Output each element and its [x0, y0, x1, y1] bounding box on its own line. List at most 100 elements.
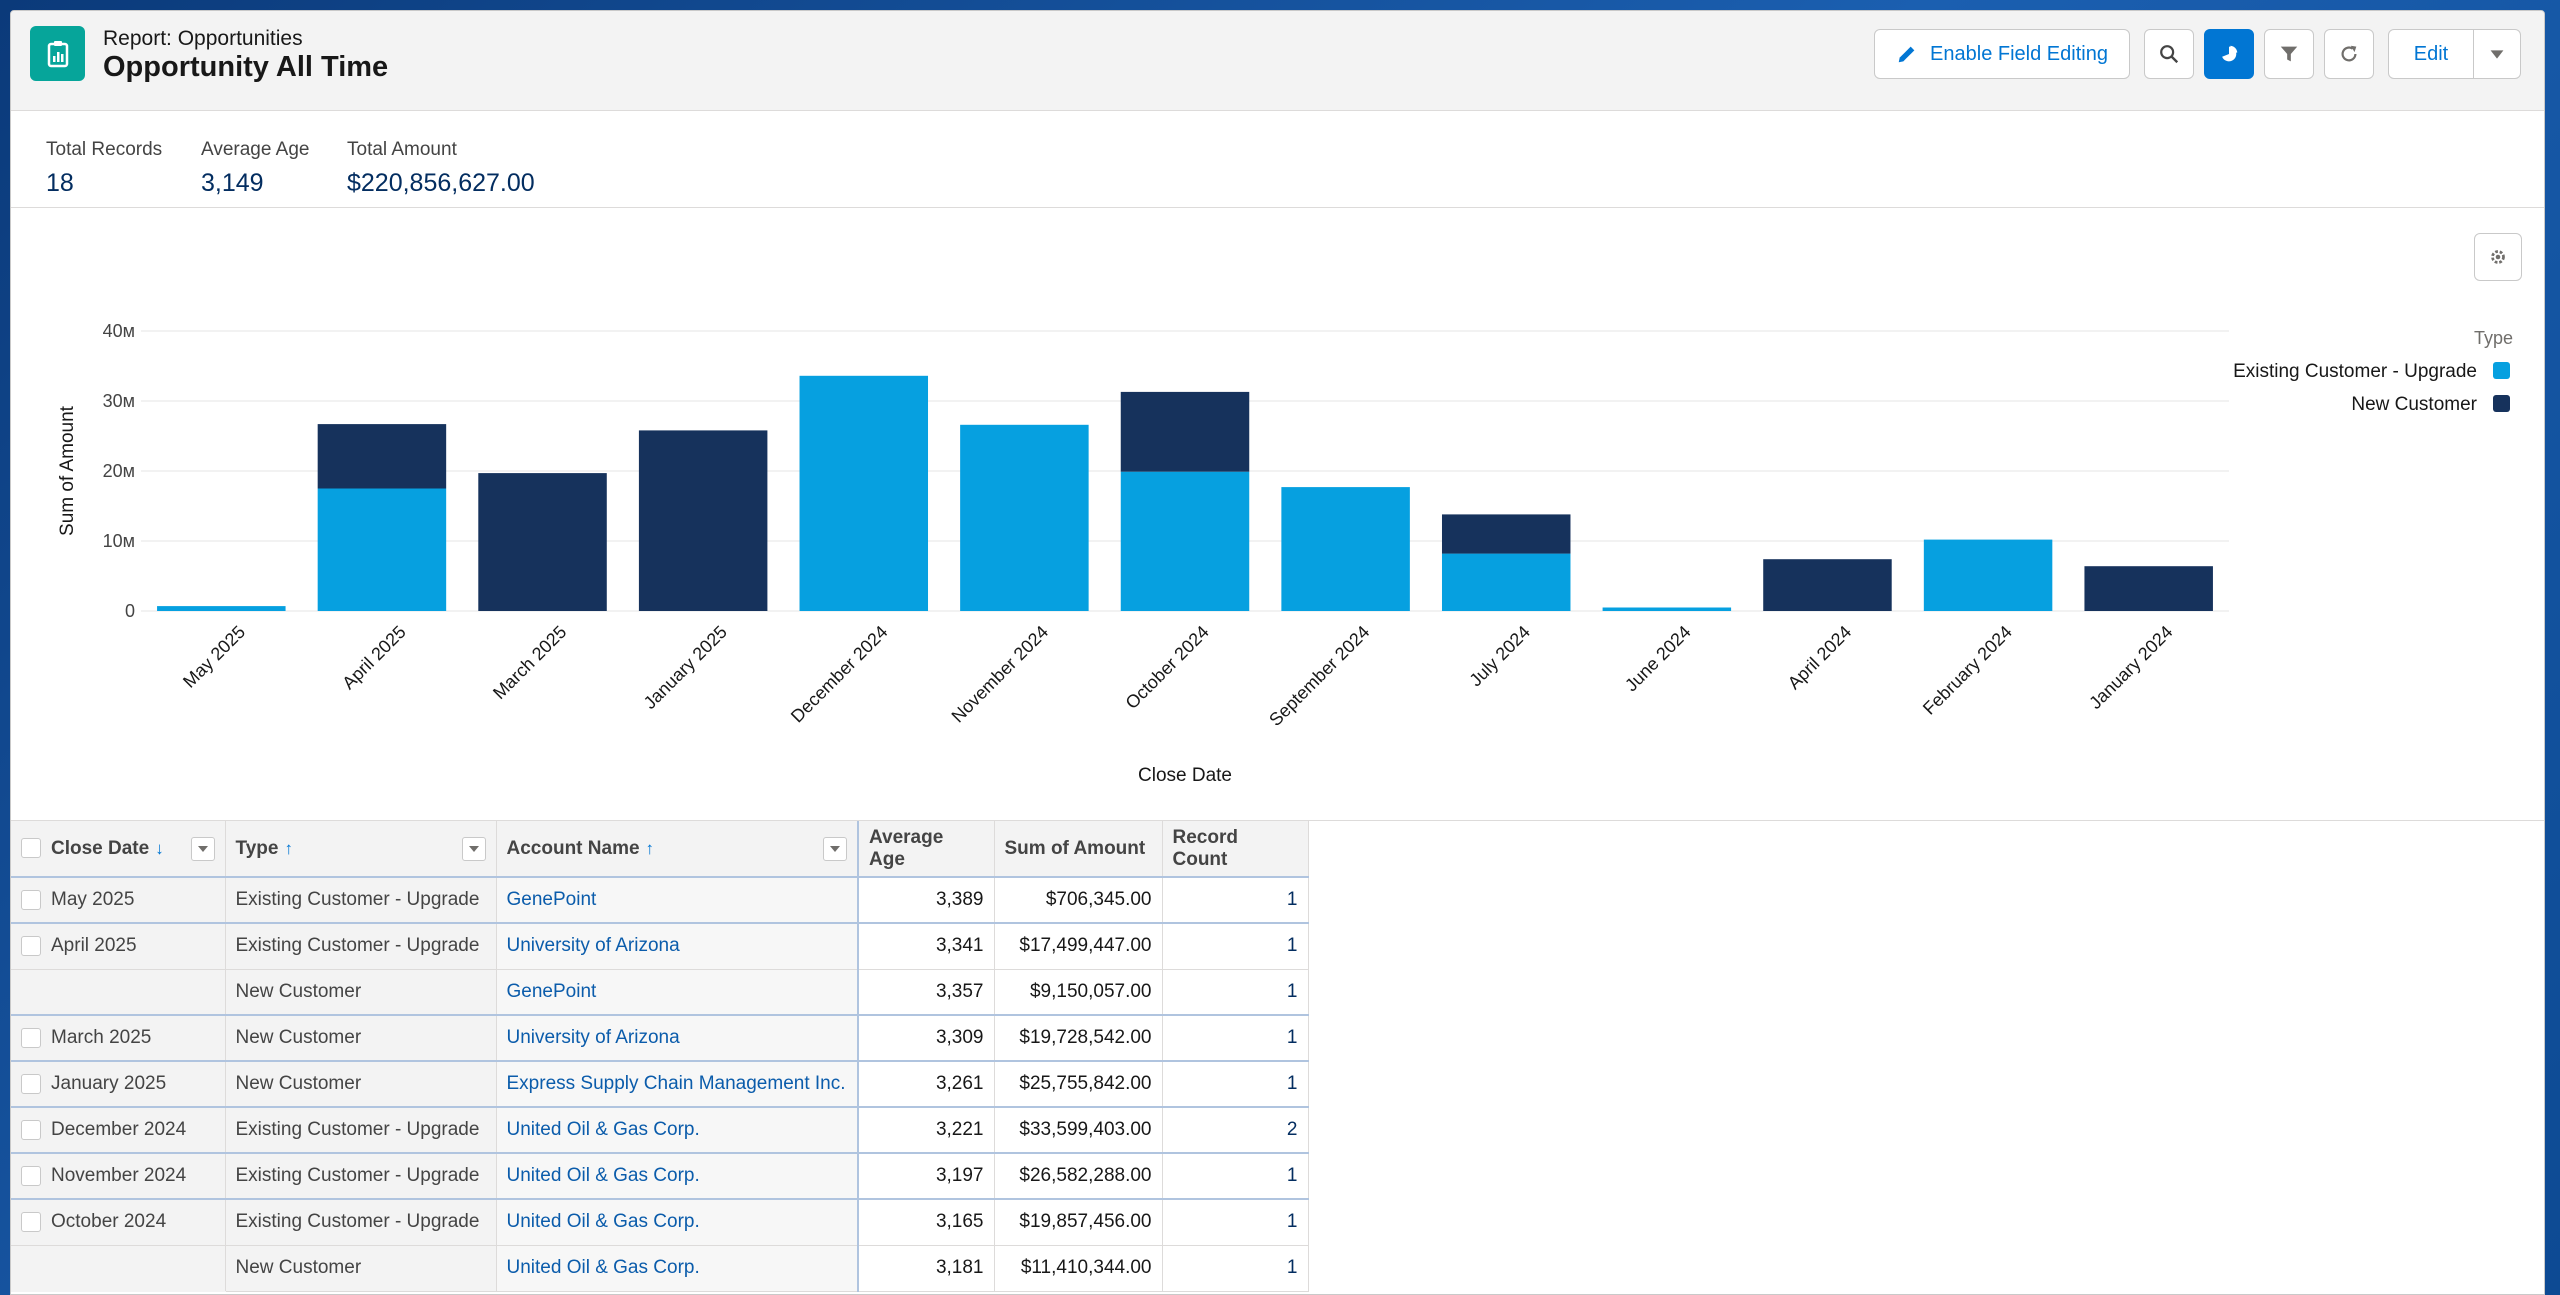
col-type[interactable]: Type ↑ — [225, 821, 497, 878]
edit-button[interactable]: Edit — [2388, 29, 2474, 79]
search-button[interactable] — [2144, 29, 2194, 79]
close-date-value: November 2024 — [51, 1165, 187, 1186]
y-tick-label: 20м — [103, 461, 135, 481]
pencil-icon — [1898, 46, 1915, 63]
column-menu-button[interactable] — [190, 837, 215, 861]
bar-segment[interactable] — [1120, 391, 1250, 472]
table-row: May 2025 Existing Customer - Upgrade GeneP… — [11, 877, 1309, 924]
cell-average-age: 3,221 — [858, 1106, 995, 1154]
bar-segment[interactable] — [1281, 487, 1410, 611]
cell-sum-of-amount: $17,499,447.00 — [994, 922, 1163, 970]
table-row: October 2024 Existing Customer - Upgrade U… — [11, 1198, 1309, 1246]
cell-close-date: May 2025 — [11, 877, 226, 924]
table-row: January 2025 New Customer Express Supply C… — [11, 1060, 1309, 1108]
bar-segment[interactable] — [1441, 553, 1571, 611]
account-link[interactable]: Express Supply Chain Management Inc. — [496, 1060, 859, 1108]
toggle-chart-button[interactable] — [2204, 29, 2254, 79]
cell-type: Existing Customer - Upgrade — [225, 922, 497, 970]
row-checkbox[interactable] — [21, 1165, 41, 1186]
account-link[interactable]: GenePoint — [496, 969, 859, 1016]
enable-field-editing-button[interactable]: Enable Field Editing — [1874, 29, 2130, 79]
bar-segment[interactable] — [2084, 566, 2213, 611]
x-tick-label: January 2025 — [640, 622, 731, 713]
table-row: March 2025 New Customer University of Ariz… — [11, 1014, 1309, 1062]
more-actions-button[interactable] — [2473, 29, 2521, 79]
col-record-count[interactable]: Record Count — [1162, 821, 1309, 878]
row-checkbox[interactable] — [21, 1119, 41, 1140]
bar-segment[interactable] — [799, 375, 929, 611]
cell-record-count: 2 — [1162, 1106, 1309, 1154]
refresh-icon — [2341, 45, 2357, 62]
account-link[interactable]: United Oil & Gas Corp. — [496, 1245, 859, 1292]
select-all-checkbox[interactable] — [21, 838, 41, 859]
chevron-down-icon — [468, 846, 479, 852]
cell-record-count: 1 — [1162, 969, 1309, 1016]
cell-average-age: 3,165 — [858, 1198, 995, 1246]
x-tick-label: April 2025 — [338, 622, 409, 693]
account-link[interactable]: University of Arizona — [496, 1014, 859, 1062]
stat-value: 3,149 — [201, 169, 264, 197]
col-close-date[interactable]: Close Date ↓ — [11, 821, 226, 878]
report-icon — [30, 26, 85, 81]
cell-record-count: 1 — [1162, 877, 1309, 924]
cell-average-age: 3,357 — [858, 969, 995, 1016]
cell-sum-of-amount: $19,857,456.00 — [994, 1198, 1163, 1246]
bar-segment[interactable] — [1120, 471, 1250, 611]
cell-average-age: 3,309 — [858, 1014, 995, 1062]
cell-average-age: 3,341 — [858, 922, 995, 970]
bar-segment[interactable] — [478, 473, 607, 611]
chart-settings-button[interactable] — [2474, 233, 2522, 281]
y-tick-label: 30м — [103, 391, 135, 411]
row-checkbox[interactable] — [21, 889, 41, 910]
row-checkbox[interactable] — [21, 936, 41, 957]
x-tick-label: March 2025 — [489, 622, 570, 703]
cell-type: Existing Customer - Upgrade — [225, 1198, 497, 1246]
bar-segment[interactable] — [960, 424, 1089, 611]
bar-segment[interactable] — [157, 606, 286, 611]
chart-panel: 0 10м 20м 30м 40м May 2025 April 2025 March 202… — [11, 209, 2544, 821]
filter-button[interactable] — [2264, 29, 2314, 79]
account-link[interactable]: GenePoint — [496, 877, 859, 924]
x-tick-label: July 2024 — [1465, 622, 1534, 691]
account-link[interactable]: United Oil & Gas Corp. — [496, 1106, 859, 1154]
cell-close-date: March 2025 — [11, 1014, 226, 1062]
x-tick-label: December 2024 — [787, 622, 892, 727]
stat-average-age: Average Age 3,149 — [201, 139, 309, 198]
x-tick-label: February 2024 — [1919, 622, 2016, 719]
chevron-down-icon — [197, 846, 208, 852]
bar-segment[interactable] — [317, 488, 447, 612]
sort-asc-icon: ↑ — [284, 838, 293, 858]
stat-label: Total Amount — [347, 139, 457, 160]
cell-sum-of-amount: $706,345.00 — [994, 877, 1163, 924]
bar-segment[interactable] — [638, 430, 768, 611]
row-checkbox[interactable] — [21, 1027, 41, 1048]
refresh-button[interactable] — [2324, 29, 2374, 79]
bar-segment[interactable] — [317, 424, 447, 489]
table-row: April 2025 Existing Customer - Upgrade Uni… — [11, 922, 1309, 970]
legend-item-label[interactable]: New Customer — [2351, 394, 2477, 415]
cell-sum-of-amount: $33,599,403.00 — [994, 1106, 1163, 1154]
col-sum-of-amount[interactable]: Sum of Amount — [994, 821, 1163, 878]
cell-record-count: 1 — [1162, 1152, 1309, 1200]
account-link[interactable]: United Oil & Gas Corp. — [496, 1198, 859, 1246]
close-date-value: January 2025 — [51, 1073, 167, 1094]
close-date-value: March 2025 — [51, 1027, 152, 1048]
bar-segment[interactable] — [1763, 559, 1892, 611]
bar-segment[interactable] — [1441, 514, 1571, 554]
bar-segment[interactable] — [1602, 607, 1732, 612]
col-average-age[interactable]: Average Age — [858, 821, 995, 878]
column-menu-button[interactable] — [461, 837, 486, 861]
column-menu-button[interactable] — [823, 837, 847, 861]
y-tick-label: 40м — [103, 321, 135, 341]
row-checkbox[interactable] — [21, 1212, 41, 1233]
cell-close-date — [11, 1245, 226, 1292]
account-link[interactable]: United Oil & Gas Corp. — [496, 1152, 859, 1200]
bar-segment[interactable] — [1923, 539, 2053, 611]
filter-icon — [2280, 46, 2298, 62]
row-checkbox[interactable] — [21, 1073, 41, 1094]
cell-average-age: 3,261 — [858, 1060, 995, 1108]
x-tick-label: November 2024 — [948, 622, 1053, 727]
account-link[interactable]: University of Arizona — [496, 922, 859, 970]
legend-item-label[interactable]: Existing Customer - Upgrade — [2233, 361, 2477, 382]
col-account-name[interactable]: Account Name ↑ — [496, 821, 859, 878]
